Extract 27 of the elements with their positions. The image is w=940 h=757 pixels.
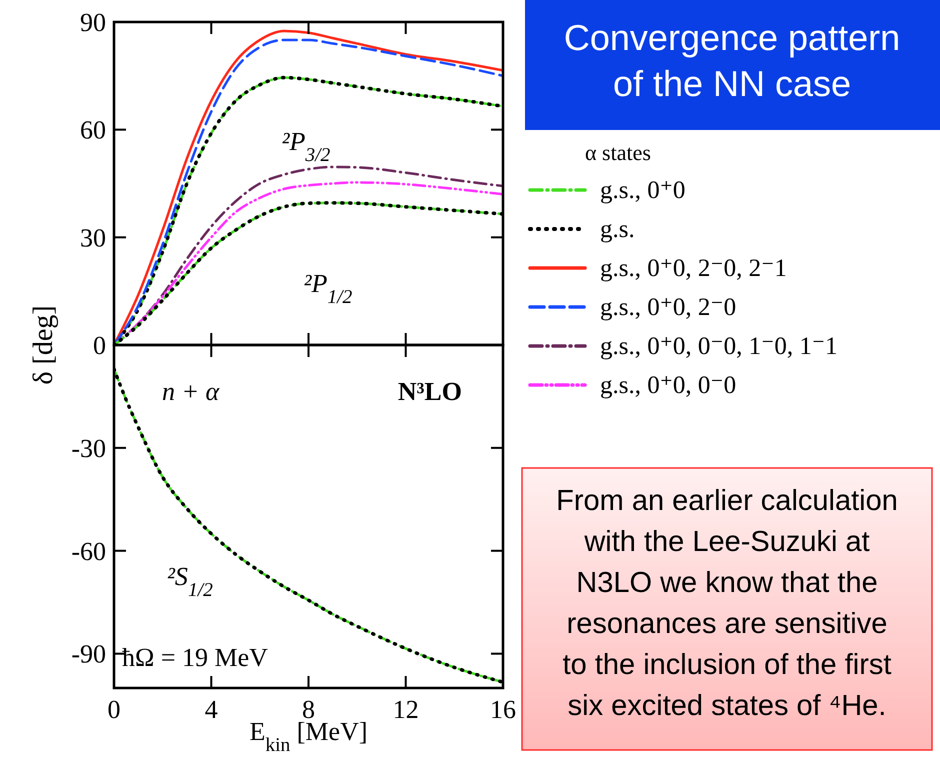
legend-label: g.s., 0⁺0, 2⁻0 — [600, 294, 736, 321]
y-axis-title: δ [deg] — [28, 305, 59, 385]
x-axis-title: E$_{kin}$ [MeV] — [249, 717, 368, 756]
legend-label: g.s., 0⁺0, 2⁻0, 2⁻1 — [600, 255, 787, 282]
x-tick-label: 16 — [490, 695, 516, 724]
y-tick-label: -60 — [71, 536, 106, 566]
x-tick-label: 4 — [204, 695, 218, 724]
annotation: ²S$_{1/2}$ — [167, 562, 214, 600]
annotation: n + α — [162, 377, 221, 406]
annotation: ħΩ = 19 MeV — [122, 643, 268, 672]
text: From an earlier calculation with the Lee-Suzuki at N3LO we know that the resonances are sensitive to the inclusion of the first six excited states of ⁴He. — [556, 485, 898, 722]
y-tick-label: -30 — [71, 434, 106, 463]
text: Convergence pattern of the NN case — [564, 17, 900, 104]
annotation: ²P$_{1/2}$ — [304, 269, 353, 308]
y-tick-label: 90 — [80, 8, 106, 37]
y-tick-label: 30 — [80, 223, 106, 252]
annotation: N³LO — [398, 377, 462, 406]
legend-label: g.s., 0⁺0 — [600, 177, 686, 204]
legend-label: g.s. — [600, 216, 635, 243]
y-tick-label: 60 — [80, 116, 106, 145]
legend-title: α states — [585, 140, 651, 165]
legend-label: g.s., 0⁺0, 0⁻0 — [600, 372, 736, 399]
y-tick-label: 0 — [93, 331, 106, 360]
x-tick-label: 12 — [392, 695, 419, 724]
legend-label: g.s., 0⁺0, 0⁻0, 1⁻0, 1⁻1 — [600, 333, 838, 360]
y-tick-label: -90 — [71, 640, 106, 669]
annotation: ²P$_{3/2}$ — [282, 127, 331, 166]
